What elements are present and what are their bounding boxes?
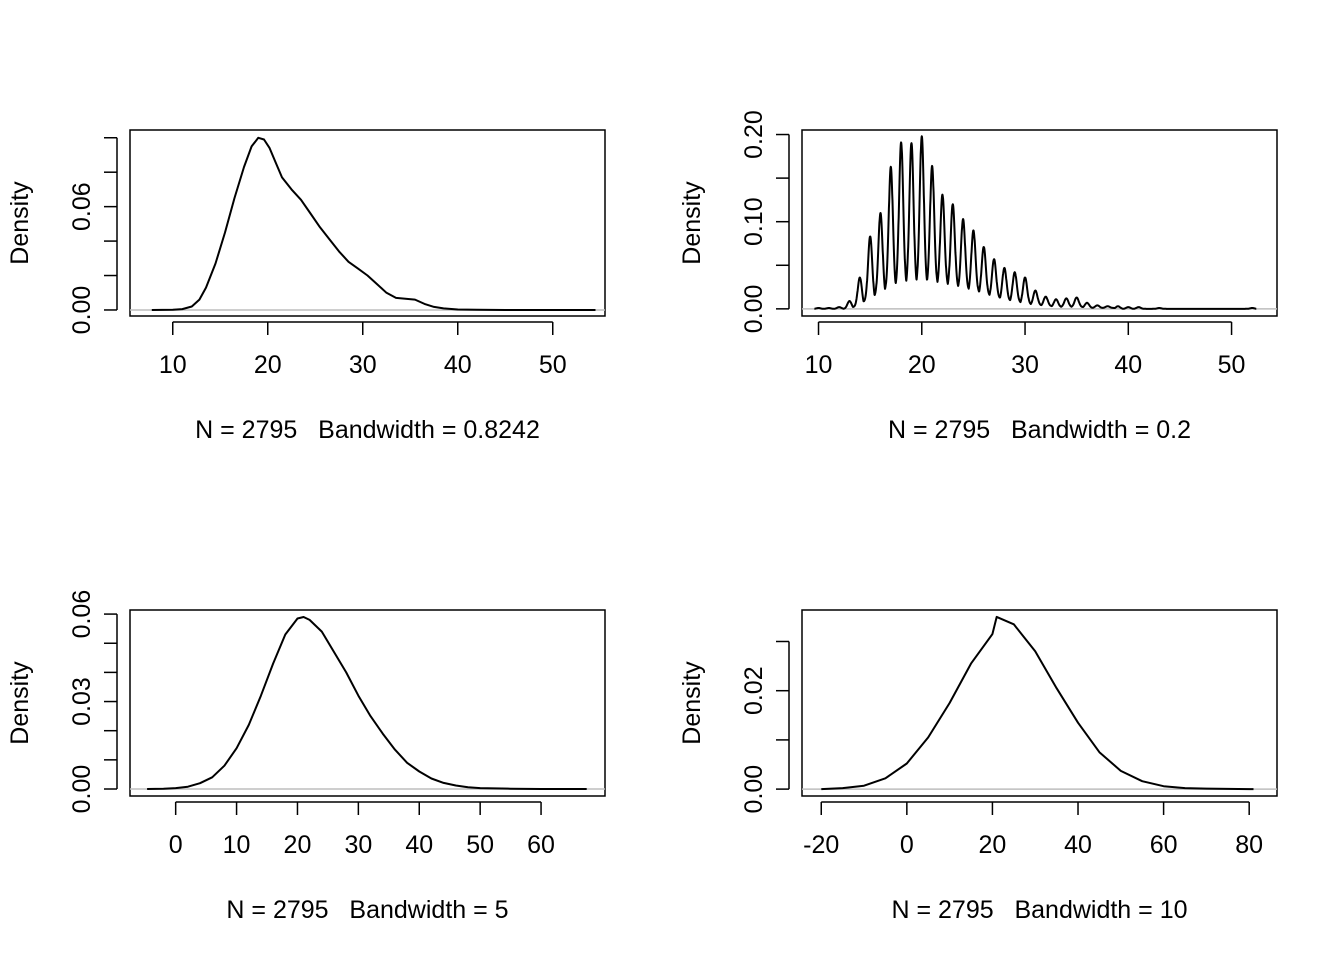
plot-box <box>129 129 606 317</box>
plot-box <box>129 609 606 797</box>
plot-box <box>801 129 1278 317</box>
density-curve <box>813 135 1258 310</box>
x-tick-label: 40 <box>405 831 433 859</box>
x-tick-label: 60 <box>527 831 555 859</box>
y-axis: 0.00 0.06 <box>68 137 118 335</box>
x-tick-label: 20 <box>284 831 312 859</box>
y-tick-label: 0.03 <box>68 677 96 726</box>
y-tick-label: 0.00 <box>740 285 768 334</box>
y-axis: 0.00 0.03 0.06 <box>68 590 118 814</box>
x-tick-label: 20 <box>908 351 936 379</box>
x-tick-label: 0 <box>900 831 914 859</box>
x-axis: 10 20 30 40 50 <box>159 321 567 379</box>
x-axis-label: N = 2795 Bandwidth = 0.8242 <box>195 416 540 444</box>
x-tick-label: 30 <box>1011 351 1039 379</box>
x-axis: 0 10 20 30 40 50 60 <box>169 801 555 859</box>
x-axis-label: N = 2795 Bandwidth = 10 <box>891 896 1187 924</box>
x-tick-label: 80 <box>1235 831 1263 859</box>
y-axis: 0.00 0.10 0.20 <box>740 110 790 334</box>
x-tick-label: 10 <box>159 351 187 379</box>
density-panel-4: -20 0 20 40 60 80 0.00 0.02 N = 2795 Bandwidth… <box>678 609 1278 924</box>
y-axis-label: Density <box>678 661 706 745</box>
y-axis: 0.00 0.02 <box>740 640 790 814</box>
x-axis: 10 20 30 40 50 <box>805 321 1246 379</box>
x-axis-label: N = 2795 Bandwidth = 5 <box>226 896 508 924</box>
y-axis-label: Density <box>6 181 34 265</box>
x-tick-label: 30 <box>349 351 377 379</box>
x-tick-label: 40 <box>1114 351 1142 379</box>
density-panel-2: 10 20 30 40 50 0.00 0.10 0.20 N = 2795 Bandwid… <box>678 110 1278 444</box>
x-axis-label: N = 2795 Bandwidth = 0.2 <box>888 416 1191 444</box>
y-tick-label: 0.10 <box>740 197 768 246</box>
x-tick-label: 20 <box>254 351 282 379</box>
x-tick-label: 40 <box>444 351 472 379</box>
y-tick-label: 0.06 <box>68 182 96 231</box>
y-tick-label: 0.00 <box>740 765 768 814</box>
y-tick-label: 0.02 <box>740 666 768 715</box>
y-tick-label: 0.00 <box>68 286 96 335</box>
density-curve <box>147 616 587 790</box>
plot-box <box>801 609 1278 797</box>
y-axis-label: Density <box>6 661 34 745</box>
x-tick-label: 50 <box>466 831 494 859</box>
density-panel-3: 0 10 20 30 40 50 60 0.00 0.03 0.06 N = 2795 Band… <box>6 590 606 924</box>
density-curve <box>821 615 1254 791</box>
density-curve <box>151 136 596 311</box>
x-tick-label: 60 <box>1150 831 1178 859</box>
y-axis-label: Density <box>678 181 706 265</box>
y-tick-label: 0.20 <box>740 110 768 159</box>
x-tick-label: 40 <box>1064 831 1092 859</box>
x-tick-label: 0 <box>169 831 183 859</box>
x-tick-label: 10 <box>223 831 251 859</box>
x-tick-label: 50 <box>539 351 567 379</box>
x-axis: -20 0 20 40 60 80 <box>803 801 1263 859</box>
x-tick-label: 50 <box>1218 351 1246 379</box>
x-tick-label: 10 <box>805 351 833 379</box>
x-tick-label: 20 <box>979 831 1007 859</box>
x-tick-label: 30 <box>344 831 372 859</box>
x-tick-label: -20 <box>803 831 839 859</box>
y-tick-label: 0.00 <box>68 765 96 814</box>
y-tick-label: 0.06 <box>68 590 96 639</box>
density-panel-1: 10 20 30 40 50 0.00 0.06 N = 2795 Bandwidth =… <box>6 129 606 444</box>
